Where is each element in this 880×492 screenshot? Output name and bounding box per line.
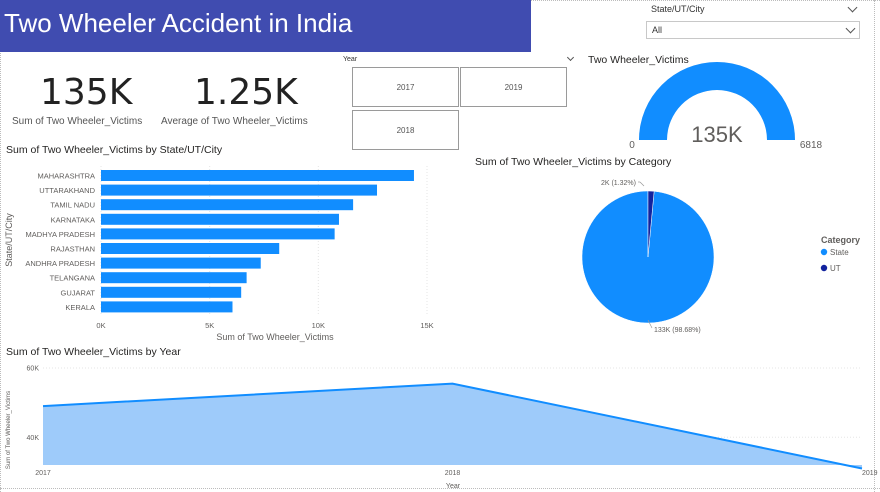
bar-category-label: RAJASTHAN: [50, 245, 95, 254]
gauge-max-label: 6818: [800, 140, 823, 151]
pie-chart-title: Sum of Two Wheeler_Victims by Category: [475, 156, 672, 168]
year-button-2019[interactable]: 2019: [460, 67, 567, 107]
bar-maharashtra[interactable]: [101, 170, 414, 181]
area-x-tick-label: 2018: [445, 470, 461, 477]
area-y-axis-title: Sum of Two Wheeler_Victims: [6, 391, 12, 469]
area-x-tick-label: 2017: [35, 470, 51, 477]
bar-karnataka[interactable]: [101, 213, 339, 225]
pie-slice-ut[interactable]: [647, 190, 655, 258]
bar-x-axis-title: Sum of Two Wheeler_Victims: [216, 332, 334, 342]
bar-category-label: KARNATAKA: [51, 215, 95, 224]
year-slicer-label: Year: [343, 56, 358, 63]
bar-category-label: ANDHRA PRADESH: [25, 259, 95, 268]
year-button-2017[interactable]: 2017: [352, 67, 459, 107]
bar-category-label: TAMIL NADU: [50, 201, 95, 210]
page-title: Two Wheeler Accident in India: [4, 8, 353, 38]
bar-chart[interactable]: MAHARASHTRA UTTARAKHAND TAMIL NADU KARNATAK…: [0, 160, 460, 345]
area-x-axis-title: Year: [446, 483, 461, 490]
pie-chart[interactable]: 2K (1.32%) 133K (98.68%) Category State U…: [560, 170, 870, 340]
bar-kerala[interactable]: [101, 301, 233, 313]
bar-rajasthan[interactable]: [101, 243, 280, 254]
year-button-2018[interactable]: 2018: [352, 110, 459, 150]
bar-x-tick-label: 15K: [420, 321, 433, 330]
kpi-average-value: 1.25K: [194, 72, 298, 113]
bar-gujarat[interactable]: [101, 286, 242, 298]
legend-label-ut[interactable]: UT: [830, 264, 841, 273]
bar-tamil-nadu[interactable]: [101, 199, 354, 211]
state-dropdown[interactable]: All: [646, 21, 860, 39]
bar-x-tick-label: 5K: [205, 321, 214, 330]
kpi-sum-value: 135K: [40, 72, 133, 113]
pie-leader-line: [647, 319, 653, 329]
pie-data-label-state: 133K (98.68%): [654, 327, 701, 334]
area-y-tick-label: 40K: [27, 435, 40, 442]
bar-category-label: GUJARAT: [61, 288, 96, 297]
bar-madhya-pradesh[interactable]: [101, 228, 335, 240]
bar-andhra-pradesh[interactable]: [101, 257, 261, 269]
gauge-title: Two Wheeler_Victims: [588, 54, 689, 66]
frame-divider: [0, 488, 880, 489]
state-slicer-label: State/UT/City: [651, 4, 705, 14]
bar-uttarakhand[interactable]: [101, 184, 378, 196]
gauge-min-label: 0: [629, 140, 635, 151]
bar-y-axis-title: State/UT/City: [4, 213, 14, 267]
kpi-average-label: Average of Two Wheeler_Victims: [161, 116, 308, 127]
bar-x-tick-label: 0K: [96, 321, 105, 330]
bar-category-label: UTTARAKHAND: [39, 186, 95, 195]
bar-category-label: MADHYA PRADESH: [26, 230, 95, 239]
frame-divider: [874, 0, 875, 492]
pie-leader-line: [639, 181, 645, 187]
bar-category-label: TELANGANA: [50, 274, 95, 283]
bar-x-tick-label: 10K: [312, 321, 325, 330]
chevron-down-icon: [845, 23, 856, 34]
legend-label-state[interactable]: State: [830, 248, 849, 257]
area-series-fill: [43, 383, 862, 469]
legend-marker-ut: [820, 264, 828, 272]
title-bar: Two Wheeler Accident in India: [0, 0, 531, 52]
bar-category-label: MAHARASHTRA: [37, 172, 95, 181]
pie-legend-title: Category: [821, 235, 860, 245]
area-series-line: [42, 382, 863, 470]
bar-category-label: KERALA: [65, 303, 95, 312]
legend-marker-state: [820, 248, 828, 256]
area-chart[interactable]: 40K 60K 2017 2018 2019 Sum of Two Wheeler_V…: [0, 360, 878, 491]
gauge-fill: [639, 61, 795, 140]
kpi-sum-label: Sum of Two Wheeler_Victims: [12, 116, 143, 127]
state-dropdown-value: All: [652, 25, 663, 35]
bar-chart-title: Sum of Two Wheeler_Victims by State/UT/C…: [6, 144, 223, 156]
area-chart-title: Sum of Two Wheeler_Victims by Year: [6, 346, 181, 358]
gauge-value: 135K: [691, 122, 743, 147]
gauge-chart[interactable]: 135K 0 6818: [600, 60, 860, 155]
pie-data-label-ut: 2K (1.32%): [601, 180, 636, 187]
area-x-tick-label: 2019: [862, 470, 878, 477]
bar-telangana[interactable]: [101, 272, 247, 284]
area-y-tick-label: 60K: [27, 366, 40, 373]
